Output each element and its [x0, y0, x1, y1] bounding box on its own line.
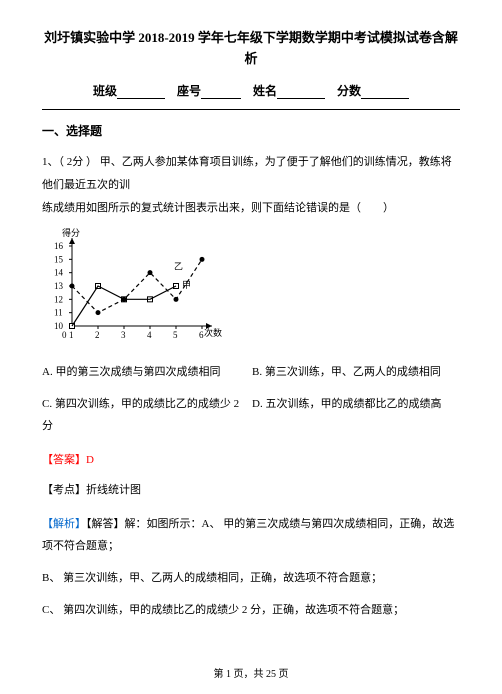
analysis-head: 【解答】解：如图所示：A、 甲的第三次成绩与第四次成绩相同，正确，故选项不符合题… — [42, 518, 454, 552]
svg-text:6: 6 — [199, 330, 204, 340]
analysis-label: 【解析】 — [42, 518, 86, 530]
page-title: 刘圩镇实验中学 2018-2019 学年七年级下学期数学期中考试模拟试卷含解析 — [42, 28, 460, 70]
svg-text:0: 0 — [62, 330, 67, 340]
svg-text:16: 16 — [54, 241, 64, 251]
name-label: 姓名 — [253, 84, 277, 98]
analysis: 【解析】【解答】解：如图所示：A、 甲的第三次成绩与第四次成绩相同，正确，故选项… — [42, 513, 460, 621]
svg-text:1: 1 — [69, 330, 74, 340]
svg-text:13: 13 — [54, 281, 64, 291]
page-footer: 第 1 页，共 25 页 — [0, 665, 502, 680]
class-blank — [117, 86, 165, 99]
score-label: 分数 — [337, 84, 361, 98]
kaodian-val: 折线统计图 — [86, 484, 141, 496]
line-chart-svg: 得分次数123456101112131415160甲乙 — [42, 226, 224, 346]
opt-b: B. 第三次训练，甲、乙两人的成绩相同 — [252, 361, 460, 383]
class-label: 班级 — [93, 84, 117, 98]
svg-text:乙: 乙 — [174, 261, 183, 271]
svg-text:甲: 甲 — [182, 280, 191, 290]
svg-text:次数: 次数 — [204, 327, 222, 338]
answer-val: D — [86, 454, 94, 466]
answer: 【答案】D — [42, 451, 460, 467]
seat-blank — [201, 86, 241, 99]
chart: 得分次数123456101112131415160甲乙 — [42, 226, 460, 351]
svg-text:11: 11 — [54, 308, 63, 318]
section-head: 一、选择题 — [42, 122, 460, 139]
svg-text:12: 12 — [54, 294, 63, 304]
svg-text:5: 5 — [173, 330, 178, 340]
opt-d: D. 五次训练，甲的成绩都比乙的成绩高 — [252, 393, 460, 437]
kaodian-label: 【考点】 — [42, 484, 86, 496]
divider — [42, 109, 460, 110]
svg-text:2: 2 — [95, 330, 100, 340]
q1-stem: 1、（ 2分 ） 甲、乙两人参加某体育项目训练，为了便于了解他们的训练情况，教练… — [42, 151, 460, 220]
name-blank — [277, 86, 325, 99]
q1-stem-b: 练成绩用如图所示的复式统计图表示出来，则下面结论错误的是（ ） — [42, 202, 394, 214]
score-blank — [361, 86, 409, 99]
svg-text:15: 15 — [54, 254, 64, 264]
svg-text:4: 4 — [147, 330, 152, 340]
opt-c: C. 第四次训练，甲的成绩比乙的成绩少 2 分 — [42, 393, 252, 437]
svg-text:得分: 得分 — [62, 227, 80, 238]
svg-text:3: 3 — [121, 330, 126, 340]
info-line: 班级 座号 姓名 分数 — [42, 82, 460, 99]
kaodian: 【考点】折线统计图 — [42, 481, 460, 497]
opt-a: A. 甲的第三次成绩与第四次成绩相同 — [42, 361, 252, 383]
analysis-b: B、 第三次训练，甲、乙两人的成绩相同，正确，故选项不符合题意； — [42, 567, 460, 589]
seat-label: 座号 — [177, 84, 201, 98]
answer-label: 【答案】 — [42, 454, 86, 466]
svg-text:14: 14 — [54, 268, 64, 278]
q1-stem-a: 1、（ 2分 ） 甲、乙两人参加某体育项目训练，为了便于了解他们的训练情况，教练… — [42, 156, 452, 191]
analysis-c: C、 第四次训练，甲的成绩比乙的成绩少 2 分，正确，故选项不符合题意； — [42, 599, 460, 621]
